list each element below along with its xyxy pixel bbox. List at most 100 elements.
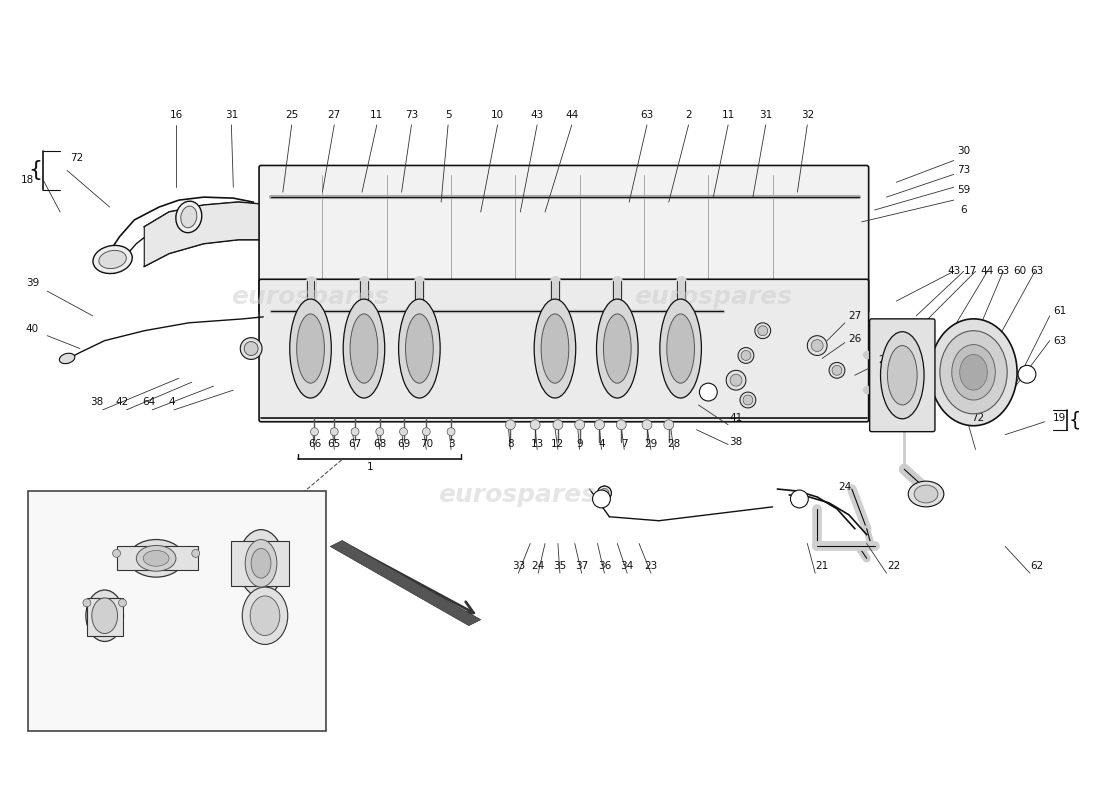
Text: 64: 64 <box>143 397 156 407</box>
Ellipse shape <box>535 299 575 398</box>
Circle shape <box>758 326 768 336</box>
Text: 50: 50 <box>33 543 46 554</box>
Text: 45: 45 <box>195 504 208 514</box>
Text: 23: 23 <box>645 562 658 571</box>
Ellipse shape <box>660 299 702 398</box>
Circle shape <box>593 490 611 508</box>
Circle shape <box>741 350 751 361</box>
Text: 17: 17 <box>964 266 977 276</box>
Text: 66: 66 <box>308 438 321 449</box>
Text: 44: 44 <box>981 266 994 276</box>
Ellipse shape <box>251 549 271 578</box>
Circle shape <box>594 420 604 430</box>
Text: eurospares: eurospares <box>438 483 596 507</box>
Text: 27: 27 <box>848 311 861 321</box>
Text: 52: 52 <box>212 627 226 638</box>
Circle shape <box>755 323 771 338</box>
Text: 33: 33 <box>512 562 525 571</box>
Circle shape <box>574 420 584 430</box>
Text: 18: 18 <box>21 175 34 186</box>
Ellipse shape <box>930 319 1018 426</box>
Circle shape <box>616 420 626 430</box>
Text: 6: 6 <box>960 205 967 215</box>
Text: 30: 30 <box>957 146 970 156</box>
Text: B: B <box>794 494 801 504</box>
Text: 68: 68 <box>373 438 386 449</box>
Text: 24: 24 <box>531 562 544 571</box>
Bar <box>231 541 289 586</box>
Ellipse shape <box>952 345 996 400</box>
Ellipse shape <box>240 338 262 359</box>
Circle shape <box>700 383 717 401</box>
Circle shape <box>447 428 455 436</box>
Ellipse shape <box>667 314 694 383</box>
Ellipse shape <box>350 314 377 383</box>
Ellipse shape <box>343 299 385 398</box>
Text: 42: 42 <box>116 397 129 407</box>
Text: 63: 63 <box>997 266 1010 276</box>
Text: 4: 4 <box>598 438 605 449</box>
Circle shape <box>530 420 540 430</box>
Text: 8: 8 <box>507 438 514 449</box>
Text: 60: 60 <box>1013 266 1026 276</box>
Text: 49: 49 <box>217 583 230 593</box>
Text: 72: 72 <box>70 153 84 162</box>
Ellipse shape <box>242 587 288 645</box>
Polygon shape <box>330 541 481 626</box>
Circle shape <box>82 599 91 607</box>
Polygon shape <box>144 202 261 266</box>
Bar <box>28 491 327 730</box>
Text: 28: 28 <box>667 438 680 449</box>
Circle shape <box>330 428 338 436</box>
Circle shape <box>119 599 126 607</box>
Text: B: B <box>1020 367 1026 378</box>
Circle shape <box>811 340 823 351</box>
Ellipse shape <box>180 206 197 228</box>
FancyBboxPatch shape <box>870 319 935 432</box>
Text: 38: 38 <box>90 397 103 407</box>
Text: 13: 13 <box>530 438 543 449</box>
Circle shape <box>663 420 673 430</box>
Text: 67: 67 <box>349 438 362 449</box>
Circle shape <box>399 428 407 436</box>
Text: 32: 32 <box>801 110 814 120</box>
Circle shape <box>112 550 121 558</box>
Text: 24: 24 <box>838 482 851 492</box>
Text: 43: 43 <box>947 266 960 276</box>
Text: 36: 36 <box>597 562 612 571</box>
Text: 43: 43 <box>530 110 543 120</box>
Text: A: A <box>598 494 605 503</box>
Text: 56: 56 <box>33 593 46 603</box>
Text: 5: 5 <box>444 110 451 120</box>
Circle shape <box>422 428 430 436</box>
Circle shape <box>351 428 359 436</box>
Text: 2: 2 <box>685 110 692 120</box>
Circle shape <box>829 362 845 378</box>
Bar <box>117 546 198 570</box>
Text: 41: 41 <box>729 413 743 423</box>
Text: 39: 39 <box>25 278 40 288</box>
Ellipse shape <box>239 530 284 597</box>
Ellipse shape <box>914 485 938 503</box>
Ellipse shape <box>398 299 440 398</box>
Text: 16: 16 <box>169 110 183 120</box>
Ellipse shape <box>297 314 324 383</box>
Circle shape <box>376 428 384 436</box>
Text: 57: 57 <box>29 618 42 628</box>
Circle shape <box>642 420 652 430</box>
Text: 22: 22 <box>888 562 901 571</box>
Ellipse shape <box>597 486 612 500</box>
Text: 19: 19 <box>1053 413 1066 423</box>
Text: 25: 25 <box>285 110 298 120</box>
Circle shape <box>310 428 318 436</box>
Circle shape <box>191 550 200 558</box>
Text: 44: 44 <box>565 110 579 120</box>
Text: 73: 73 <box>957 166 970 175</box>
Text: eurospares: eurospares <box>635 285 792 309</box>
Circle shape <box>553 420 563 430</box>
Ellipse shape <box>136 546 176 571</box>
Text: A: A <box>596 494 603 504</box>
Text: 38: 38 <box>729 437 743 446</box>
Text: 29: 29 <box>645 438 658 449</box>
Text: 12: 12 <box>551 438 564 449</box>
